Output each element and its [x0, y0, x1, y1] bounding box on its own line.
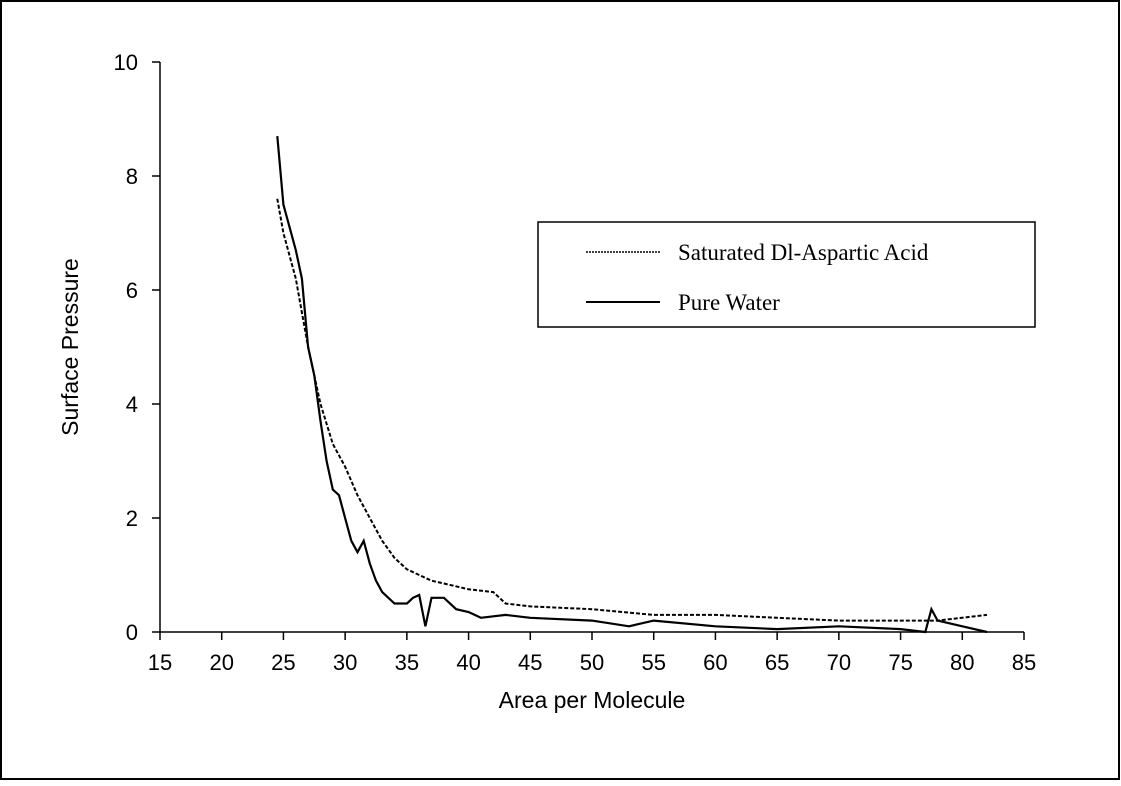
- x-tick-label: 35: [395, 650, 419, 675]
- x-tick-label: 70: [827, 650, 851, 675]
- x-tick-label: 75: [888, 650, 912, 675]
- y-tick-label: 2: [126, 506, 138, 531]
- x-tick-label: 25: [271, 650, 295, 675]
- x-tick-label: 40: [456, 650, 480, 675]
- x-tick-label: 55: [641, 650, 665, 675]
- x-axis-title: Area per Molecule: [499, 687, 686, 713]
- legend-label: Pure Water: [678, 290, 780, 315]
- x-tick-label: 50: [580, 650, 604, 675]
- y-tick-label: 4: [126, 392, 138, 417]
- x-tick-label: 60: [703, 650, 727, 675]
- y-axis-title: Surface Pressure: [57, 258, 83, 436]
- y-tick-label: 8: [126, 164, 138, 189]
- y-tick-label: 10: [114, 50, 138, 75]
- line-series: [276, 136, 988, 634]
- y-tick-label: 0: [126, 620, 138, 645]
- line-series: [276, 198, 988, 622]
- y-tick-label: 6: [126, 278, 138, 303]
- x-tick-label: 20: [209, 650, 233, 675]
- x-tick-label: 30: [333, 650, 357, 675]
- legend-label: Saturated Dl-Aspartic Acid: [678, 240, 929, 265]
- legend-box: [537, 221, 1036, 328]
- x-tick-label: 80: [950, 650, 974, 675]
- x-tick-label: 15: [148, 650, 172, 675]
- x-tick-label: 45: [518, 650, 542, 675]
- x-tick-label: 85: [1012, 650, 1036, 675]
- x-tick-label: 65: [765, 650, 789, 675]
